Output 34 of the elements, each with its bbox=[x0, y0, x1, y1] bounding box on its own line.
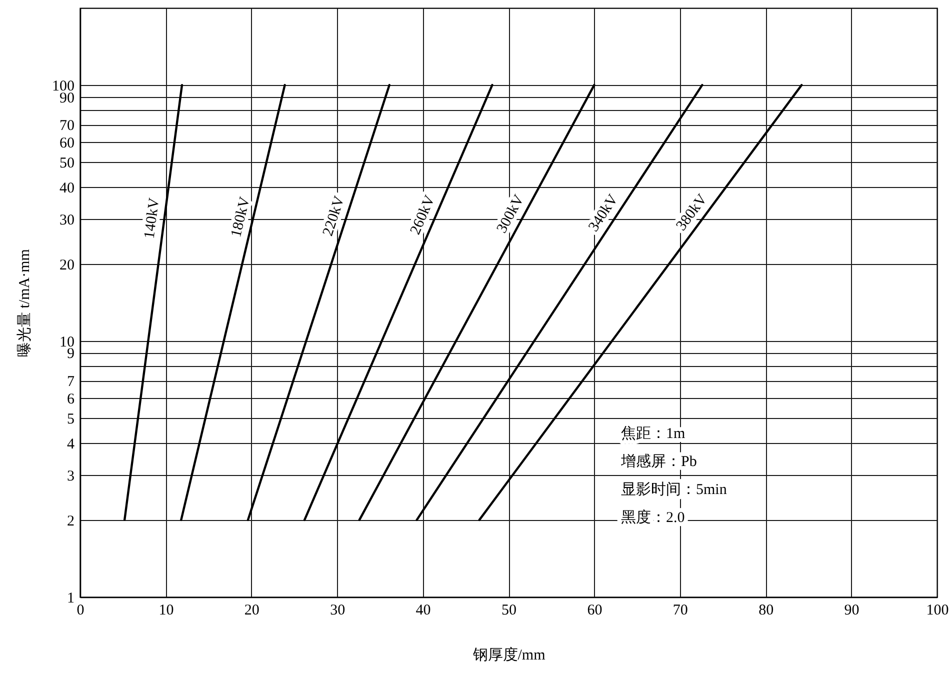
annotation: 增感屏：Pb bbox=[620, 453, 697, 470]
x-tick-label: 30 bbox=[330, 602, 346, 618]
y-tick-label: 60 bbox=[60, 135, 74, 152]
y-tick-label: 7 bbox=[67, 374, 75, 390]
y-tick-label: 2 bbox=[67, 513, 74, 530]
text: 260kV bbox=[408, 193, 439, 238]
y-tick-label: 4 bbox=[67, 436, 75, 452]
x-tick-label: 20 bbox=[244, 602, 260, 618]
x-tick-label: 50 bbox=[502, 602, 516, 618]
x-tick-label: 0 bbox=[76, 602, 84, 618]
x-tick-label: 40 bbox=[416, 602, 431, 618]
y-tick-label: 90 bbox=[60, 90, 74, 106]
x-tick-label: 90 bbox=[844, 602, 860, 618]
text: 220kV bbox=[320, 194, 348, 238]
annotation: 显影时间：5min bbox=[621, 481, 728, 498]
y-tick-label: 6 bbox=[67, 391, 75, 408]
y-tick-label: 70 bbox=[60, 118, 74, 134]
text: 300kV bbox=[494, 192, 528, 236]
text: 180kV bbox=[228, 195, 254, 239]
y-tick-label: 3 bbox=[67, 468, 74, 484]
x-tick-label: 10 bbox=[158, 602, 174, 618]
x-tick-label: 60 bbox=[587, 602, 602, 618]
y-tick-label: 20 bbox=[60, 257, 74, 274]
x-tick-label: 70 bbox=[672, 602, 688, 618]
y-tick-label: 30 bbox=[60, 212, 74, 228]
x-axis-title: 钢厚度/mm bbox=[472, 646, 546, 664]
y-tick-label: 5 bbox=[67, 412, 74, 428]
x-tick-label: 100 bbox=[926, 602, 949, 618]
y-axis-title: 曝光量 t/mA·mm bbox=[16, 248, 33, 357]
y-tick-label: 1 bbox=[67, 590, 74, 606]
y-tick-label: 50 bbox=[60, 156, 74, 172]
text: 140kV bbox=[142, 196, 163, 240]
y-tick-label: 40 bbox=[60, 180, 74, 196]
x-tick-label: 80 bbox=[758, 602, 774, 618]
